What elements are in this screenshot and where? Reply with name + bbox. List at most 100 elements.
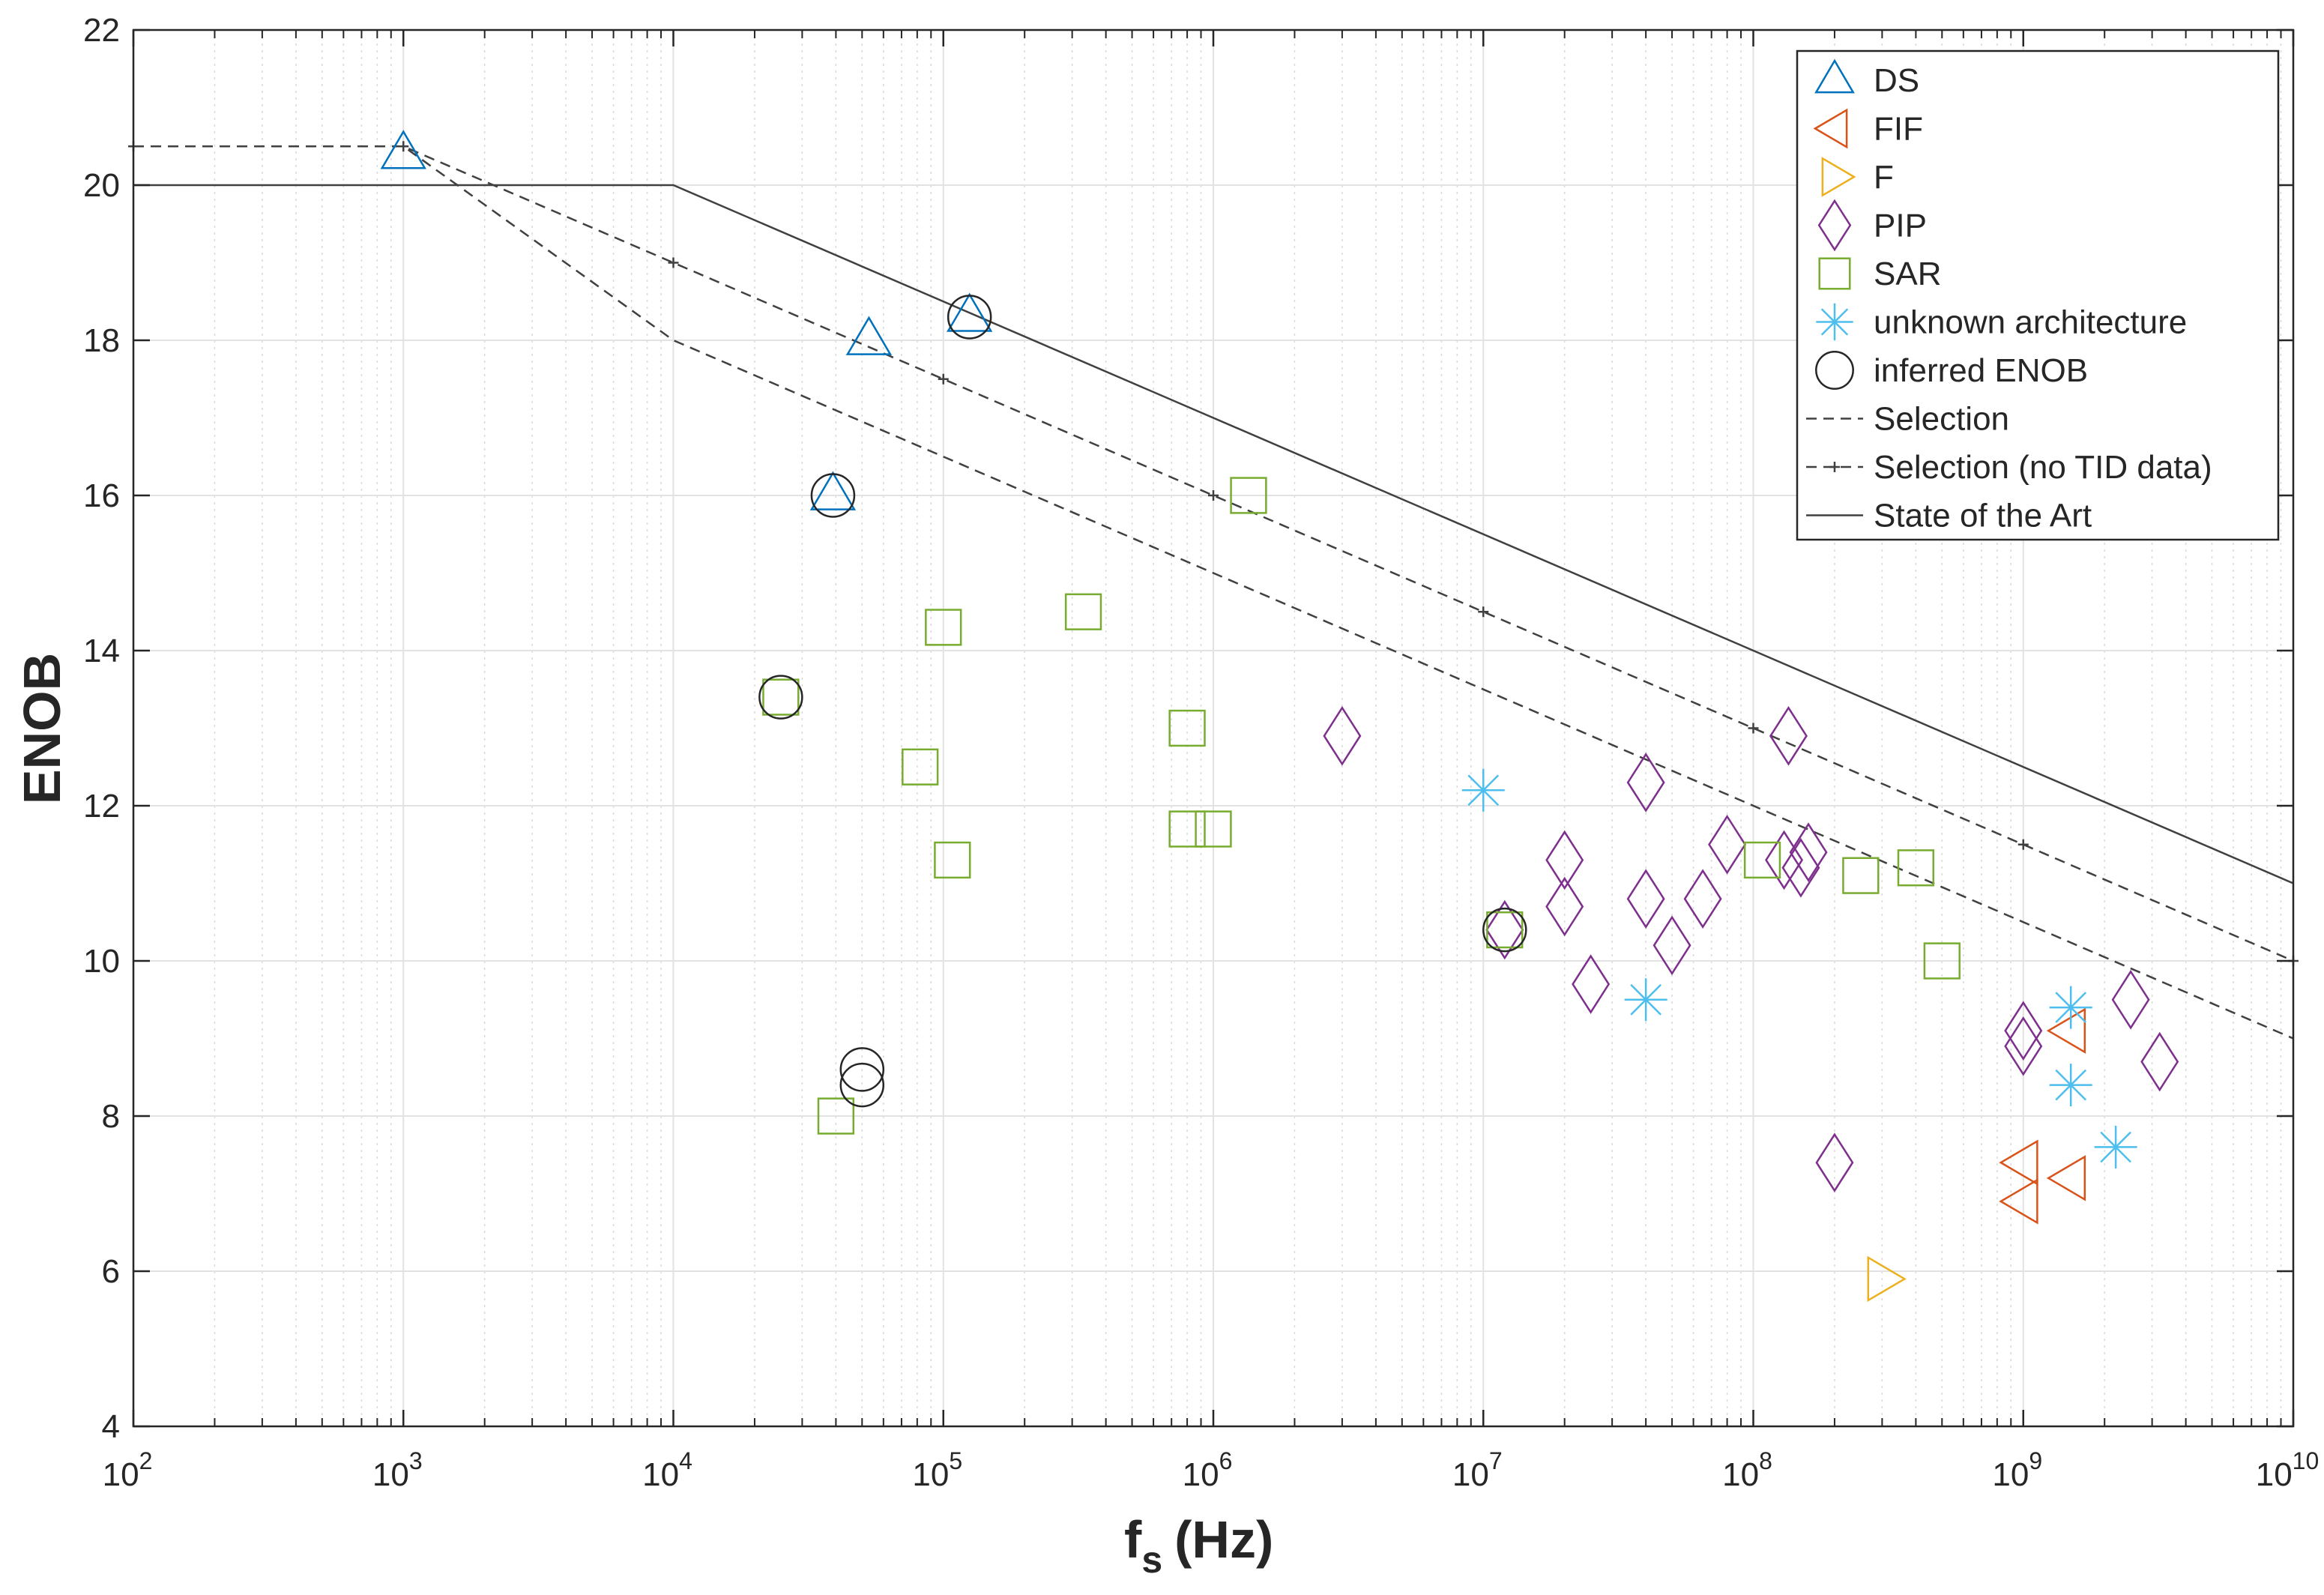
y-tick-label: 10 <box>83 943 120 980</box>
legend-item-unknown-architecture: unknown architecture <box>1816 303 2187 341</box>
y-tick-label: 20 <box>83 167 120 204</box>
x-tick-label-exponent: 8 <box>1759 1447 1772 1474</box>
point-selection-no-tid-data <box>398 141 409 152</box>
legend-items: DS FIF F PIP SAR unknown architecture inferred… <box>1806 58 2212 534</box>
point-pip <box>1653 915 1691 976</box>
x-tick-label-exponent: 5 <box>949 1447 962 1474</box>
point-sar <box>1743 841 1781 879</box>
legend-item-pip: PIP <box>1817 199 1927 252</box>
x-tick-label-exponent: 10 <box>2293 1447 2320 1474</box>
point-ds <box>946 292 993 332</box>
point-sar <box>902 748 939 786</box>
legend-marker-square <box>1818 257 1851 290</box>
legend-marker-circle <box>1815 351 1854 390</box>
x-tick-label: 102 <box>103 1447 153 1493</box>
asterisk-stroke <box>2100 1131 2131 1163</box>
point-selection-no-tid-data <box>1208 490 1219 501</box>
point-unknown-architecture <box>2049 1064 2092 1107</box>
point-fif <box>1999 1139 2038 1186</box>
x-axis-label-symbol: f <box>1124 1510 1142 1569</box>
point-pip <box>1781 837 1820 898</box>
legend-label: SAR <box>1874 256 1941 292</box>
point-unknown-architecture <box>1461 768 1505 812</box>
point-sar <box>1842 857 1880 894</box>
x-tick-label-base: 10 <box>912 1456 949 1493</box>
legend-item-inferred-enob: inferred ENOB <box>1815 351 2088 390</box>
point-inferred-enob <box>1482 907 1527 953</box>
point-pip <box>1626 869 1665 929</box>
series-line-state-of-the-art <box>133 184 2294 884</box>
point-pip <box>1765 830 1804 890</box>
point-pip <box>2140 1031 2179 1092</box>
legend-label: F <box>1874 159 1894 196</box>
point-pip <box>2111 969 2150 1030</box>
x-axis-label-subscript: s <box>1141 1539 1162 1581</box>
x-tick-label-exponent: 9 <box>2029 1447 2042 1474</box>
legend-item-sar: SAR <box>1818 256 1941 292</box>
point-pip <box>1485 899 1524 960</box>
legend-marker-triangle-left <box>1813 108 1848 149</box>
point-sar <box>1923 942 1961 980</box>
x-tick-label-exponent: 6 <box>1219 1447 1233 1474</box>
legend-item-state-of-the-art: State of the Art <box>1806 498 2092 534</box>
point-selection-no-tid-data <box>938 373 949 385</box>
ticks <box>132 28 2295 1428</box>
point-ds <box>380 130 426 169</box>
x-tick-label-base: 10 <box>642 1456 679 1493</box>
legend-label: PIP <box>1874 208 1927 244</box>
x-tick-label-exponent: 4 <box>679 1447 692 1474</box>
legend-label: Selection (no TID data) <box>1874 449 2212 486</box>
x-tick-label-base: 10 <box>2256 1456 2293 1493</box>
asterisk-stroke <box>1630 983 1661 1016</box>
point-sar <box>925 609 962 646</box>
point-sar <box>1230 477 1267 514</box>
point-sar <box>1897 849 1935 887</box>
point-pip <box>1545 830 1584 890</box>
x-tick-label-base: 10 <box>1992 1456 2029 1493</box>
legend-label: DS <box>1874 62 1919 99</box>
x-axis-label: fs (Hz) <box>1124 1510 1273 1581</box>
y-tick-label: 14 <box>83 633 120 669</box>
legend-item-f: F <box>1821 157 1894 197</box>
point-pip <box>1545 876 1584 937</box>
legend-marker-diamond <box>1817 199 1852 252</box>
legend: DS FIF F PIP SAR unknown architecture inferred… <box>1796 49 2280 541</box>
x-tick-label: 106 <box>1183 1447 1233 1493</box>
point-inferred-enob <box>839 1062 885 1108</box>
x-tick-label-exponent: 2 <box>139 1447 153 1474</box>
point-fif <box>2046 1155 2086 1201</box>
x-tick-label-base: 10 <box>1452 1456 1489 1493</box>
point-sar <box>1195 810 1232 848</box>
x-tick-label: 109 <box>1992 1447 2042 1493</box>
y-tick-label: 6 <box>102 1253 120 1290</box>
point-pip <box>1789 822 1828 882</box>
legend-label: inferred ENOB <box>1874 352 2088 389</box>
x-tick-label-base: 10 <box>1722 1456 1759 1493</box>
x-tick-label: 107 <box>1452 1447 1503 1493</box>
point-sar <box>817 1097 855 1135</box>
y-tick-label: 12 <box>83 788 120 824</box>
point-sar <box>1486 911 1524 949</box>
x-tick-label-base: 10 <box>372 1456 409 1493</box>
legend-marker-triangle-right <box>1821 157 1856 197</box>
y-axis-label: ENOB <box>13 653 71 804</box>
point-sar <box>1168 810 1206 848</box>
y-tick-labels: 4 6 8 10 12 14 16 18 20 22 <box>83 12 120 1445</box>
point-selection-no-tid-data <box>668 257 679 268</box>
legend-item-selection-no-tid-data: Selection (no TID data) <box>1806 449 2212 486</box>
x-tick-label: 104 <box>642 1447 692 1493</box>
legend-label: unknown architecture <box>1874 304 2187 341</box>
point-selection-no-tid-data <box>1478 606 1489 618</box>
point-pip <box>1815 1133 1854 1193</box>
point-inferred-enob <box>810 473 856 518</box>
x-tick-label-exponent: 3 <box>409 1447 423 1474</box>
x-axis-label-unit: (Hz) <box>1174 1510 1273 1569</box>
y-tick-label: 8 <box>102 1098 120 1135</box>
legend-marker-asterisk <box>1816 303 1853 341</box>
legend-label: Selection <box>1874 401 2009 438</box>
legend-item-fif: FIF <box>1813 108 1923 149</box>
y-tick-label: 4 <box>102 1408 120 1445</box>
point-unknown-architecture <box>1624 978 1667 1022</box>
x-tick-label: 108 <box>1722 1447 1772 1493</box>
